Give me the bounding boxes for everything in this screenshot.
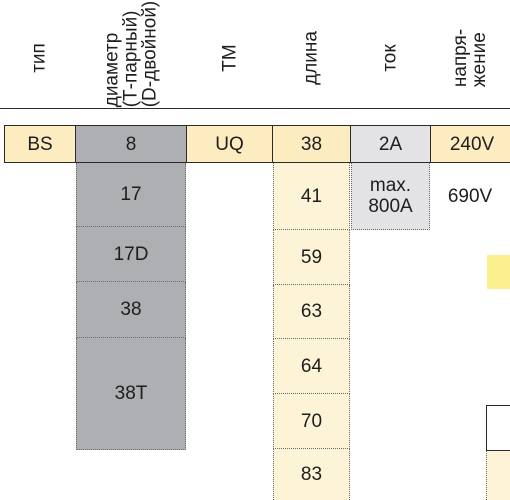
cell-tm: UQ (186, 125, 273, 163)
diameter-option: 17 (76, 163, 186, 227)
header-voltage-label: напря- жение (450, 28, 490, 88)
header-diameter-line2: (Т-парный) (120, 10, 142, 108)
header-rule (0, 108, 510, 109)
cell-voltage: 240V (430, 125, 510, 163)
current-max-cell: max. 800A (351, 163, 430, 230)
header-diameter-line1: диаметр (101, 32, 123, 108)
length-option: 83 (273, 449, 350, 500)
partial-box (486, 405, 510, 451)
length-option: 64 (273, 339, 350, 394)
header-diameter: диаметр (Т-парный) (D-двойной) (76, 0, 186, 108)
header-voltage: напря- жение (430, 8, 510, 108)
length-option: 59 (273, 230, 350, 285)
cell-type: BS (4, 125, 76, 163)
header-current: ток (350, 8, 430, 108)
header-type-label: тип (28, 43, 50, 73)
header-voltage-line1: напря- (450, 28, 471, 88)
voltage-max-cell: 690V (447, 186, 493, 207)
length-option: 70 (273, 394, 350, 449)
partial-box-lower (486, 451, 510, 500)
highlight-marker (487, 255, 510, 289)
cell-current: 2A (350, 125, 431, 163)
diameter-option: 17D (76, 227, 186, 282)
current-max-label: max. (369, 175, 412, 196)
header-length: длина (272, 8, 350, 108)
header-type: тип (6, 8, 72, 108)
header-current-label: ток (379, 44, 401, 72)
header-diameter-line3: (D-двойной) (139, 0, 161, 108)
cell-diameter: 8 (75, 125, 187, 163)
header-length-label: длина (300, 31, 322, 85)
diameter-option: 38T (76, 338, 186, 450)
header-diameter-label: диаметр (Т-парный) (D-двойной) (101, 0, 161, 108)
diameter-option: 38 (76, 282, 186, 338)
header-tm: ТМ (188, 8, 272, 108)
length-option: 63 (273, 285, 350, 339)
header-voltage-line2: жение (469, 32, 490, 88)
length-option: 41 (273, 163, 350, 230)
cell-length: 38 (272, 125, 351, 163)
header-tm-label: ТМ (219, 44, 241, 72)
current-max-value: 800A (368, 196, 413, 217)
